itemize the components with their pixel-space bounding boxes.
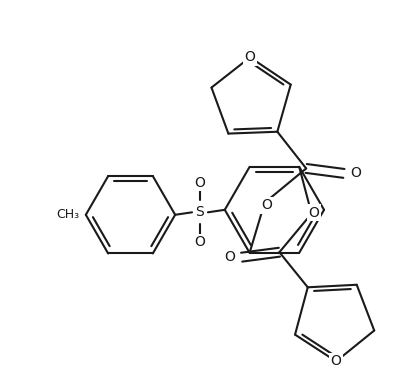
Text: O: O bbox=[261, 198, 272, 212]
Text: O: O bbox=[351, 166, 361, 180]
Text: O: O bbox=[244, 50, 255, 64]
Text: O: O bbox=[195, 175, 206, 190]
Text: S: S bbox=[196, 205, 204, 219]
Text: O: O bbox=[224, 250, 235, 264]
Text: CH₃: CH₃ bbox=[57, 208, 79, 221]
Text: O: O bbox=[309, 205, 320, 220]
Text: O: O bbox=[195, 235, 206, 249]
Text: O: O bbox=[331, 354, 342, 368]
